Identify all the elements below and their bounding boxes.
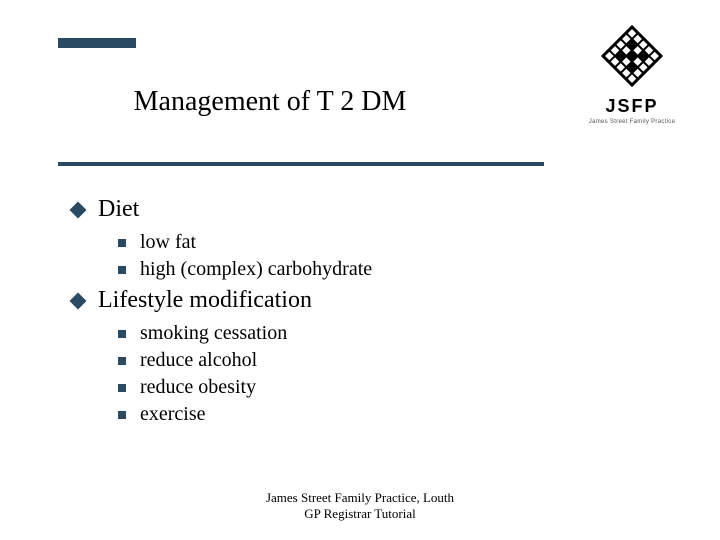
- horizontal-rule: [58, 162, 544, 166]
- square-bullet-icon: [118, 384, 126, 392]
- square-bullet-icon: [118, 239, 126, 247]
- bullet-item: smoking cessation: [140, 322, 287, 345]
- bullet-level1: Diet: [72, 196, 680, 223]
- square-bullet-icon: [118, 357, 126, 365]
- bullet-level2: high (complex) carbohydrate: [118, 258, 680, 281]
- bullet-label: Diet: [98, 196, 139, 223]
- footer-line1: James Street Family Practice, Louth: [0, 490, 720, 506]
- square-bullet-icon: [118, 411, 126, 419]
- square-bullet-icon: [118, 330, 126, 338]
- bullet-item: exercise: [140, 403, 206, 426]
- bullet-level1: Lifestyle modification: [72, 287, 680, 314]
- bullet-level2: reduce obesity: [118, 376, 680, 399]
- bullet-item: reduce alcohol: [140, 349, 257, 372]
- bullet-item: high (complex) carbohydrate: [140, 258, 372, 281]
- content-area: Diet low fat high (complex) carbohydrate…: [72, 190, 680, 430]
- slide-title: Management of T 2 DM: [0, 86, 540, 118]
- diamond-bullet-icon: [70, 292, 87, 309]
- bullet-label: Lifestyle modification: [98, 287, 312, 314]
- footer-line2: GP Registrar Tutorial: [0, 506, 720, 522]
- logo-text: JSFP: [572, 96, 692, 117]
- logo-diamond-icon: [598, 22, 666, 90]
- footer: James Street Family Practice, Louth GP R…: [0, 490, 720, 523]
- bullet-level2: reduce alcohol: [118, 349, 680, 372]
- diamond-bullet-icon: [70, 201, 87, 218]
- bullet-level2: smoking cessation: [118, 322, 680, 345]
- top-accent-bar: [58, 38, 136, 48]
- bullet-item: reduce obesity: [140, 376, 256, 399]
- logo-subtext: James Street Family Practice: [572, 119, 692, 125]
- square-bullet-icon: [118, 266, 126, 274]
- bullet-level2: low fat: [118, 231, 680, 254]
- logo: JSFP James Street Family Practice: [572, 22, 692, 125]
- bullet-item: low fat: [140, 231, 196, 254]
- bullet-level2: exercise: [118, 403, 680, 426]
